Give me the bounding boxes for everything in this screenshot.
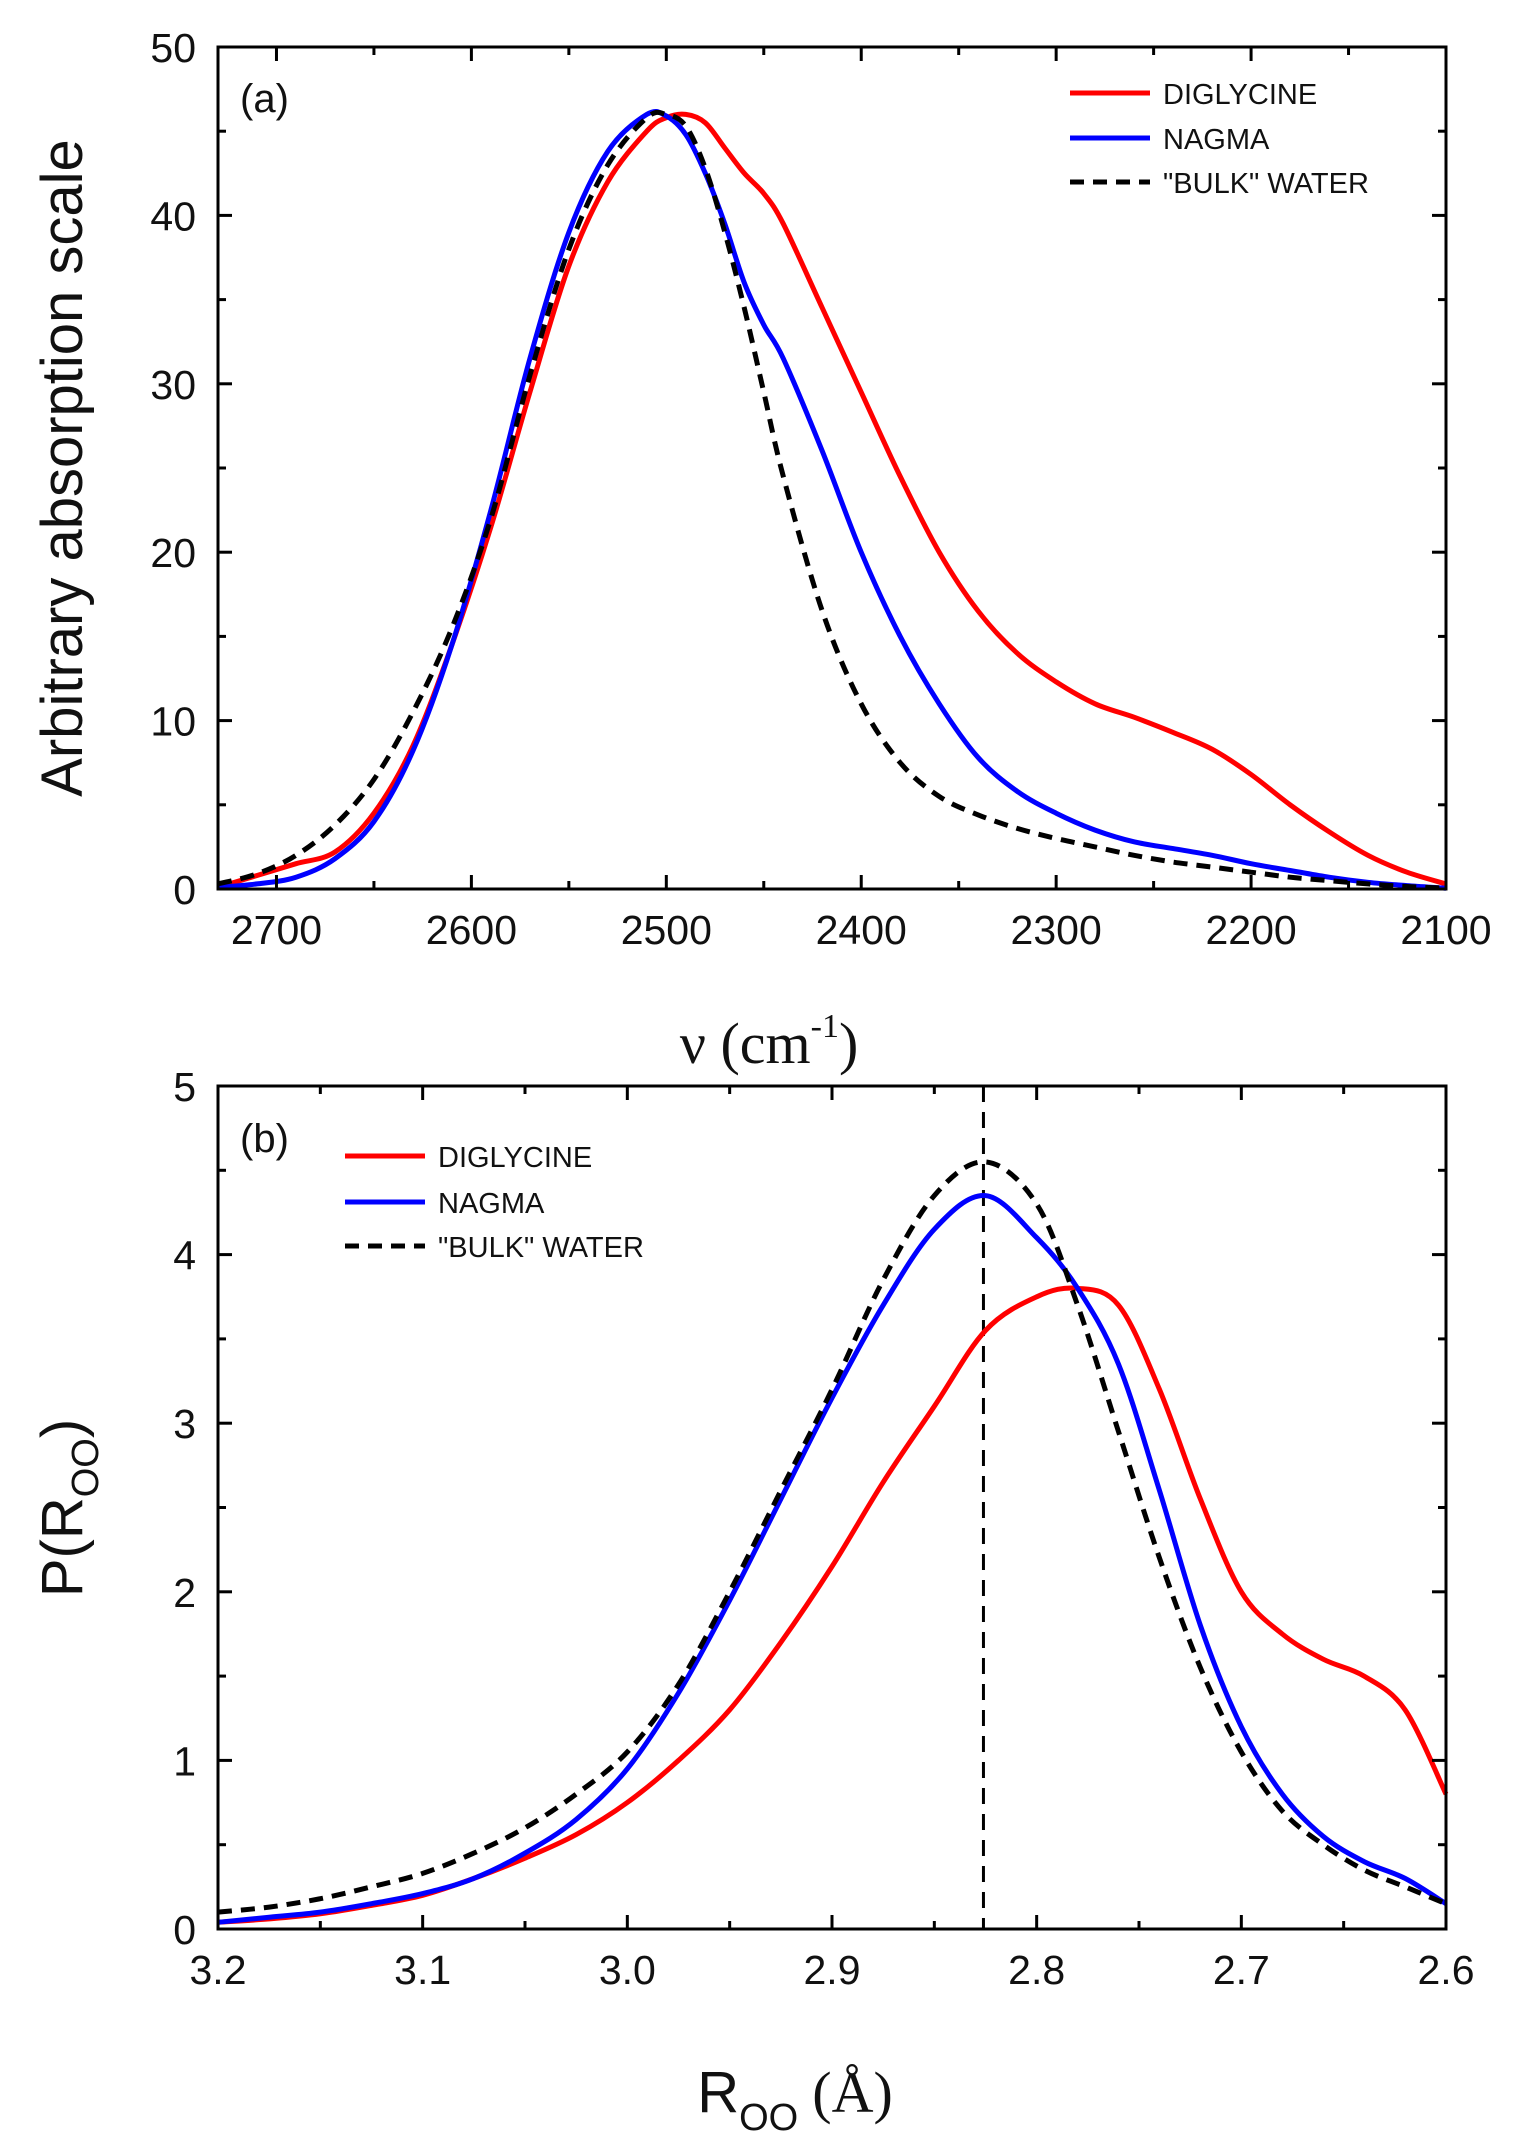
panel-b-label: (b) <box>240 1117 289 1161</box>
legend-a-nagma-label: NAGMA <box>1163 124 1270 156</box>
panel-a-ytick-label: 30 <box>150 362 196 408</box>
legend-b-bulk-water-label: "BULK" WATER <box>438 1232 644 1264</box>
panel-a-xtick-label: 2100 <box>1400 907 1491 953</box>
legend-a-bulk-water-label: "BULK" WATER <box>1163 168 1369 200</box>
panel-a-xlabel-main: ν (cm <box>680 1011 811 1076</box>
panel-b-xtick-label: 2.7 <box>1213 1947 1270 1993</box>
panel-b-ylabel-close: ) <box>30 1419 95 1438</box>
panel-b-ylabel-main: P(R <box>30 1497 95 1597</box>
panel-a-xtick-label: 2300 <box>1011 907 1102 953</box>
panel-b-ytick-label: 4 <box>173 1233 196 1279</box>
panel-a-series <box>217 108 1447 891</box>
panel-b-legend: DIGLYCINE NAGMA "BULK" WATER <box>345 1142 644 1264</box>
panel-b-series-nagma-line <box>217 1193 1448 1925</box>
panel-b-series-bulk-water-line <box>217 1159 1447 1915</box>
panel-b-ytick-label: 2 <box>173 1570 196 1616</box>
panel-b-ylabel: P(ROO) <box>30 1419 107 1597</box>
panel-a-legend: DIGLYCINE NAGMA "BULK" WATER <box>1070 79 1369 200</box>
panel-b-xlabel-main: R <box>697 2060 739 2125</box>
panel-a-ytick-label: 10 <box>150 699 196 745</box>
panel-a-series-nagma-line <box>217 108 1447 891</box>
panel-b-ytick-label: 0 <box>173 1907 196 1953</box>
panel-a-xlabel-close: ) <box>839 1011 858 1076</box>
panel-b-xtick-label: 2.6 <box>1418 1947 1475 1993</box>
panel-b-ytick-label: 1 <box>173 1738 196 1784</box>
panel-a-frame <box>216 45 1448 891</box>
panel-a-ytick-label: 20 <box>150 530 196 576</box>
panel-a: 2700 2600 2500 2400 2300 2200 210001020304050 … <box>30 25 1492 1076</box>
panel-b-xlabel-sub: OO <box>739 2097 798 2139</box>
panel-a-xtick-label: 2200 <box>1205 907 1296 953</box>
panel-a-series-bulk-water-line <box>217 109 1447 891</box>
panel-b-xtick-label: 2.8 <box>1008 1947 1065 1993</box>
panel-a-xtick-label: 2700 <box>231 907 322 953</box>
panel-b-xtick-label: 3.1 <box>394 1947 451 1993</box>
panel-b-ytick-label: 3 <box>173 1401 196 1447</box>
panel-b-ytick-label: 5 <box>173 1064 196 1110</box>
panel-a-ytick-label: 50 <box>150 25 196 71</box>
panel-a-xtick-label: 2500 <box>621 907 712 953</box>
panel-a-xtick-label: 2400 <box>816 907 907 953</box>
panel-b-ylabel-text: P(ROO) <box>30 1419 107 1597</box>
panel-a-xlabel: ν (cm-1) <box>680 1008 859 1076</box>
panel-b-xlabel-unit: (Å) <box>812 2060 893 2125</box>
panel-a-xtick-label: 2600 <box>426 907 517 953</box>
panel-b-xtick-label: 3.2 <box>190 1947 247 1993</box>
panel-a-ytick-label: 40 <box>150 193 196 239</box>
legend-a-diglycine-label: DIGLYCINE <box>1163 79 1317 111</box>
legend-b-nagma-label: NAGMA <box>438 1188 545 1220</box>
legend-b-diglycine-label: DIGLYCINE <box>438 1142 592 1174</box>
panel-b-xtick-label: 3.0 <box>599 1947 656 1993</box>
panel-b-frame <box>216 1084 1448 1931</box>
panel-b-xtick-label: 2.9 <box>804 1947 861 1993</box>
panel-a-label: (a) <box>240 77 289 121</box>
panel-a-ytick-label: 0 <box>173 867 196 913</box>
panel-b-series-diglycine-line <box>217 1285 1449 1925</box>
panel-a-xlabel-exponent: -1 <box>811 1008 839 1045</box>
panel-b-series <box>217 1159 1449 1925</box>
panel-a-ticks: 2700 2600 2500 2400 2300 2200 2100 0 10 20 30 40 50 <box>150 25 1491 953</box>
panel-b-xlabel: ROO (Å) <box>697 2060 893 2139</box>
panel-a-ylabel: Arbitrary absorption scale <box>30 139 95 797</box>
panel-b-ticks: 3.2 3.1 3.0 2.9 2.8 2.7 2.6 0 1 2 3 4 5 <box>173 1064 1474 1993</box>
panel-b-ylabel-sub: OO <box>65 1438 107 1497</box>
